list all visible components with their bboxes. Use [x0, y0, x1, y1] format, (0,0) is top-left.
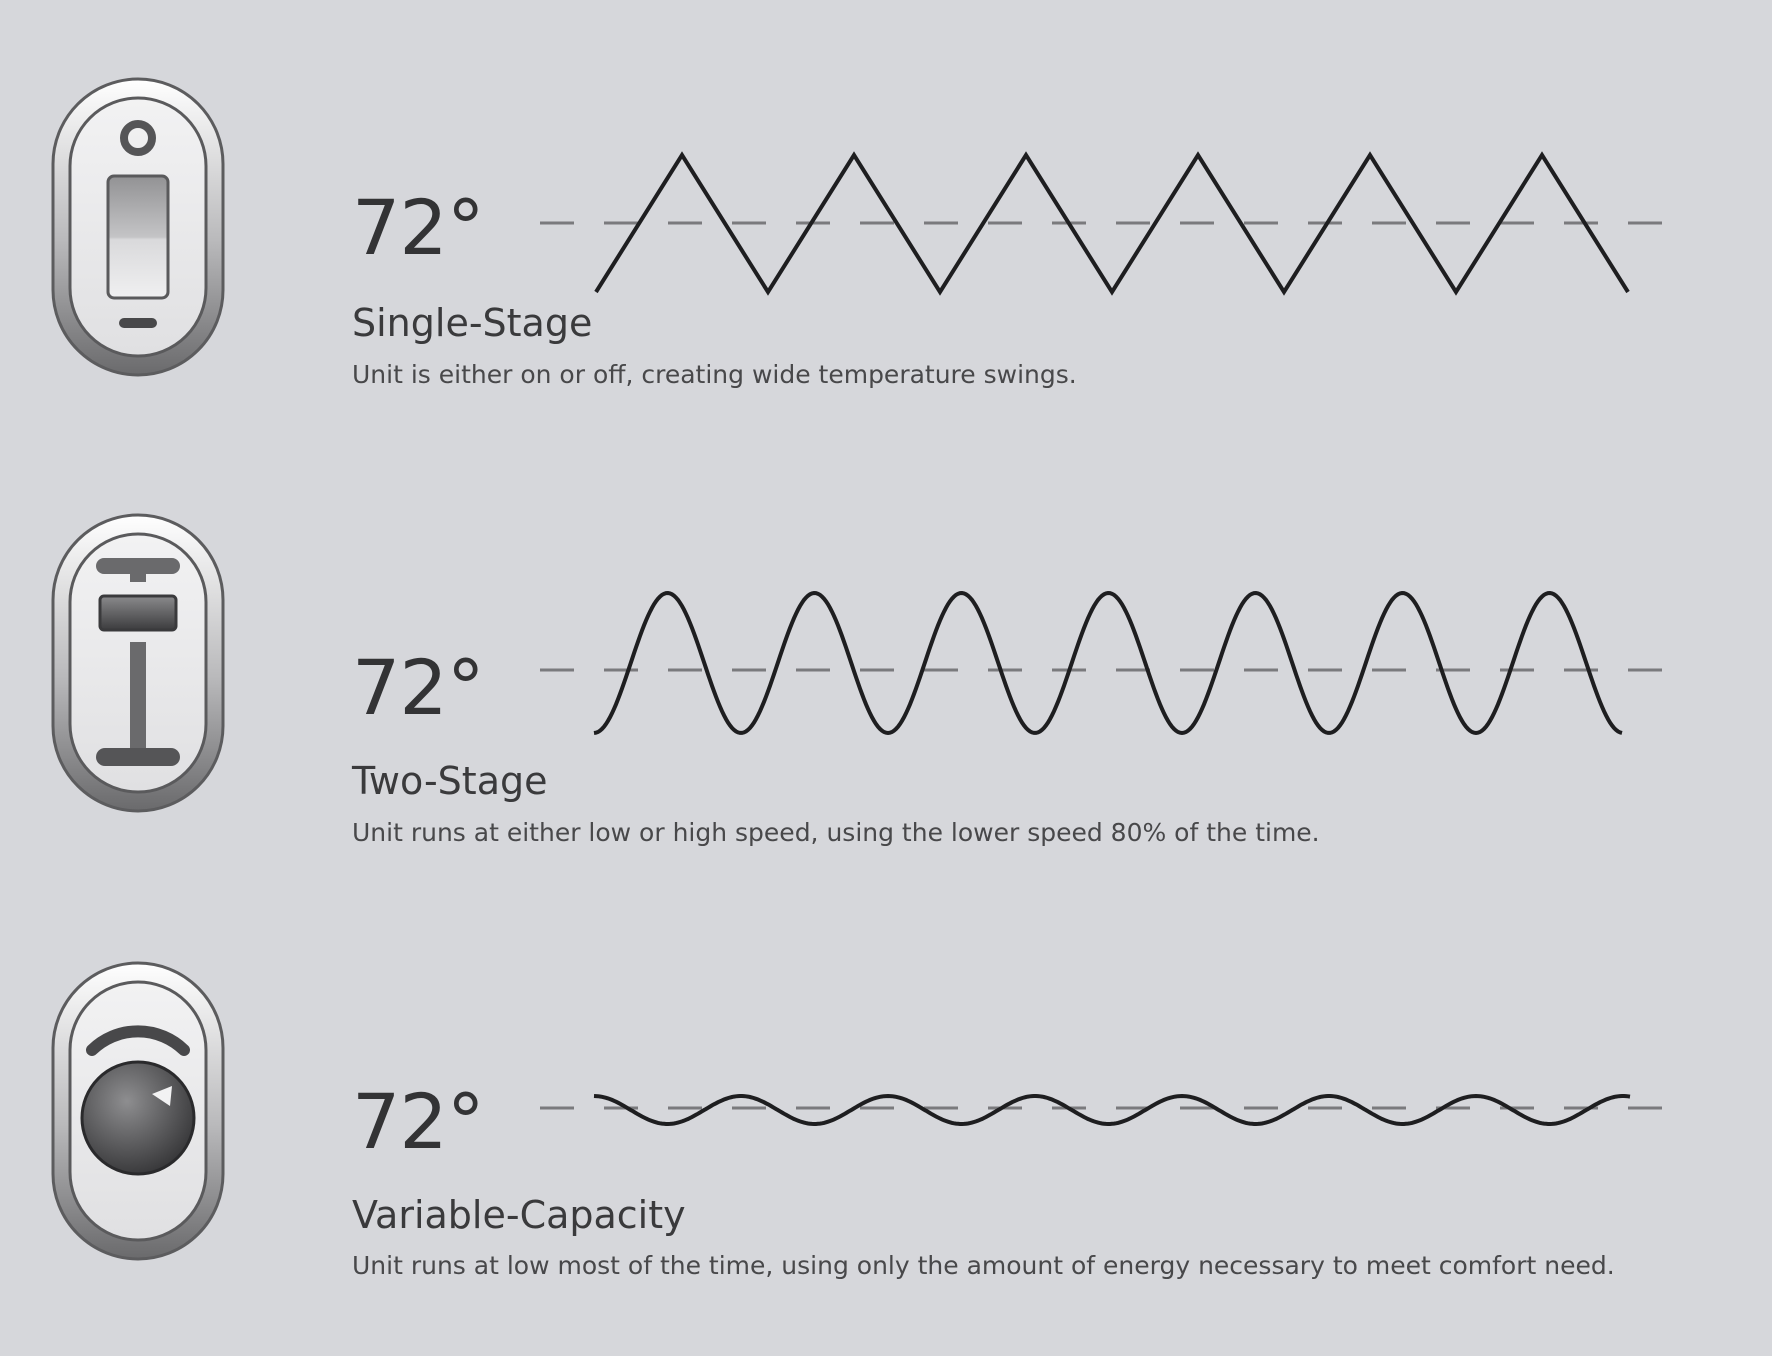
- slider-icon: [51, 513, 225, 813]
- sine-wave: [593, 1093, 1631, 1126]
- setpoint-temperature: 72°: [352, 643, 485, 732]
- section-description: Unit is either on or off, creating wide …: [352, 360, 1077, 389]
- temperature-swing-chart: [540, 151, 1682, 296]
- triangle-wave: [594, 151, 1630, 296]
- setpoint-temperature: 72°: [352, 1077, 485, 1166]
- section-title: Two-Stage: [352, 759, 548, 803]
- section-title: Variable-Capacity: [352, 1193, 686, 1237]
- setpoint-temperature: 72°: [352, 183, 485, 272]
- section-description: Unit runs at either low or high speed, u…: [352, 818, 1320, 847]
- section-description: Unit runs at low most of the time, using…: [352, 1251, 1615, 1280]
- section-title: Single-Stage: [352, 301, 593, 345]
- dial-knob-icon: [51, 961, 225, 1261]
- sine-wave: [593, 590, 1623, 736]
- temperature-swing-chart: [540, 590, 1682, 736]
- toggle-switch-icon: [51, 77, 225, 377]
